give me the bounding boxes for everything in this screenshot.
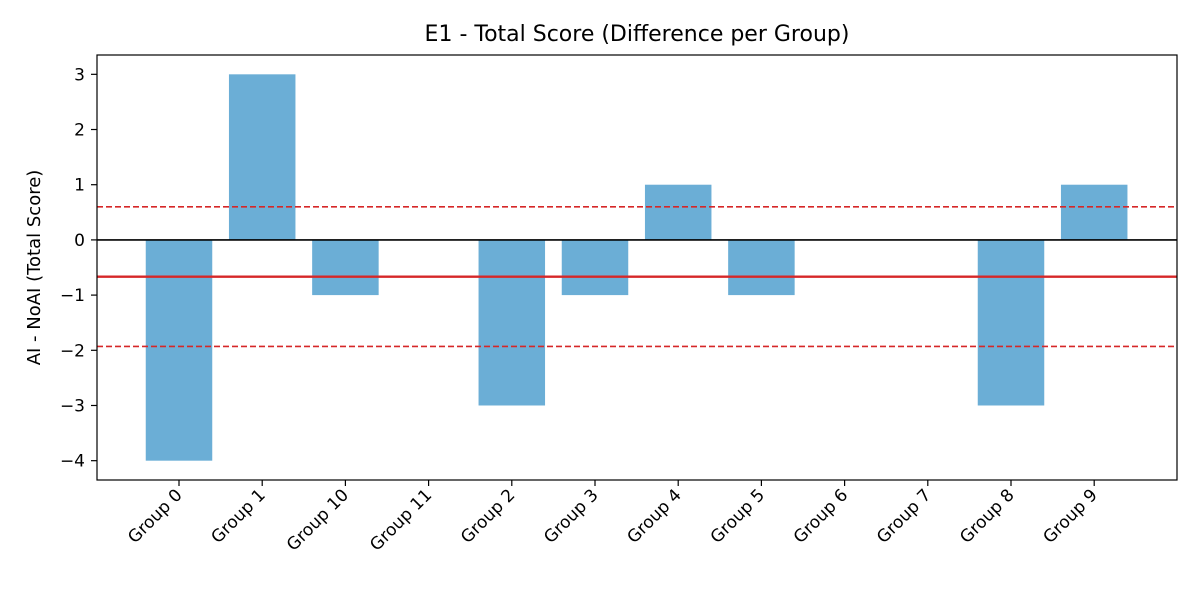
x-tick-label: Group 0 bbox=[124, 485, 186, 547]
bar-group-2 bbox=[478, 239, 546, 406]
x-tick-label: Group 3 bbox=[540, 485, 602, 547]
y-tick-label: 3 bbox=[74, 65, 85, 85]
chart-title: E1 - Total Score (Difference per Group) bbox=[425, 22, 850, 47]
x-tick-label: Group 2 bbox=[457, 485, 519, 547]
x-tick-label: Group 11 bbox=[366, 485, 436, 555]
x-tick-label: Group 6 bbox=[790, 485, 852, 547]
x-tick-label: Group 9 bbox=[1040, 485, 1102, 547]
bar-group-4 bbox=[644, 184, 712, 240]
y-tick-label: −4 bbox=[60, 452, 85, 472]
y-tick-label: 0 bbox=[74, 231, 85, 251]
bar-group-1 bbox=[228, 74, 296, 240]
x-tick-label: Group 7 bbox=[873, 485, 935, 547]
bar-group-3 bbox=[561, 239, 629, 296]
bar-group-5 bbox=[728, 239, 795, 296]
x-tick-label: Group 5 bbox=[707, 485, 769, 547]
x-tick-label: Group 8 bbox=[956, 485, 1018, 547]
bar-group-8 bbox=[977, 239, 1045, 406]
plot-frame bbox=[96, 54, 1178, 481]
x-tick-label: Group 4 bbox=[624, 485, 686, 547]
y-tick-label: 2 bbox=[74, 121, 85, 141]
y-tick-label: 1 bbox=[74, 176, 85, 196]
x-tick-label: Group 1 bbox=[208, 485, 270, 547]
bar-group-9 bbox=[1060, 184, 1128, 240]
bar-group-0 bbox=[145, 239, 213, 461]
x-tick-label: Group 10 bbox=[283, 485, 353, 555]
y-tick-label: −1 bbox=[60, 286, 85, 306]
y-axis-label: AI - NoAI (Total Score) bbox=[24, 170, 45, 366]
y-tick-label: −3 bbox=[60, 396, 85, 416]
y-tick-label: −2 bbox=[60, 341, 85, 361]
bar-group-10 bbox=[312, 239, 379, 296]
